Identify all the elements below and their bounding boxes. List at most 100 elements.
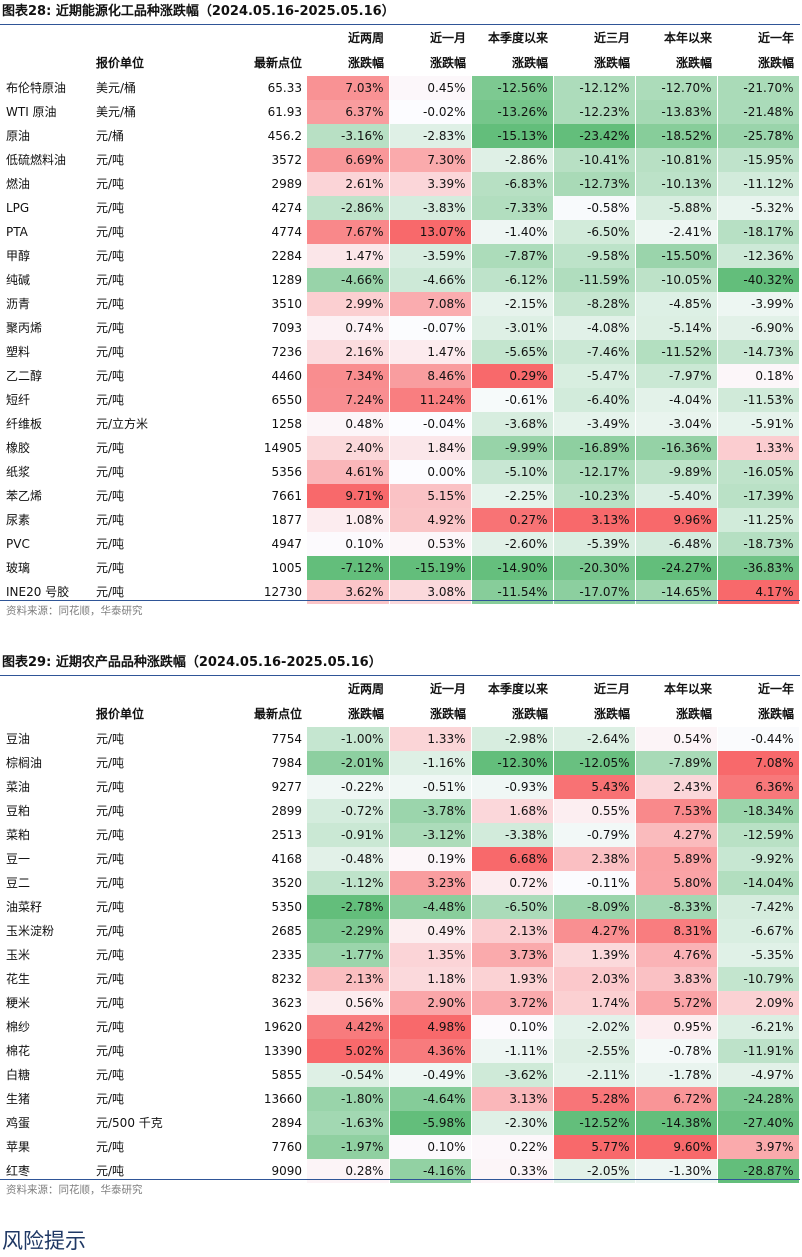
change-cell: 13.07% [389,220,472,244]
change-cell: 6.69% [307,148,390,172]
quote-unit: 元/吨 [96,465,125,479]
quote-unit: 元/吨 [96,732,125,746]
latest-price: 4168 [271,852,302,866]
quote-unit: 元/吨 [96,1164,125,1178]
table2-bottom-rule [0,1179,800,1180]
table-row: 聚丙烯 元/吨 7093 0.74% -0.07% -3.01% -4.08% -5.14% -… [0,316,800,340]
change-cell: 8.46% [389,364,472,388]
table-row: 鸡蛋 元/500 千克 2894 -1.63% -5.98% -2.30% -12.52% -… [0,1111,800,1135]
column-header: 涨跌幅 [429,56,466,70]
change-cell: 4.36% [389,1039,472,1063]
latest-price: 1877 [271,513,302,527]
change-cell: -5.39% [553,532,636,556]
quote-unit: 元/吨 [96,996,125,1010]
change-cell: -3.59% [389,244,472,268]
change-cell: -6.40% [553,388,636,412]
change-cell: -10.05% [635,268,718,292]
latest-price: 65.33 [267,81,302,95]
table-row: 菜粕 元/吨 2513 -0.91% -3.12% -3.38% -0.79% 4.27% -1… [0,823,800,847]
change-cell: -14.04% [717,871,800,895]
change-cell: -3.38% [471,823,554,847]
latest-price: 14905 [263,441,302,455]
header-bottom-row: 报价单位 最新点位 涨跌幅 涨跌幅 涨跌幅 涨跌幅 涨跌幅 涨跌幅 [0,50,799,76]
change-cell: 4.76% [635,943,718,967]
change-cell: 3.23% [389,871,472,895]
commodity-name: 豆二 [6,876,31,890]
change-cell: -23.42% [553,124,636,148]
commodity-name: 花生 [6,972,31,986]
change-cell: -8.33% [635,895,718,919]
change-cell: -3.99% [717,292,800,316]
table-row: WTI 原油 美元/桶 61.93 6.37% -0.02% -13.26% -12.23%… [0,100,800,124]
latest-price: 2899 [271,804,302,818]
table-row: 菜油 元/吨 9277 -0.22% -0.51% -0.93% 5.43% 2.43% 6.3… [0,775,800,799]
change-cell: -4.48% [389,895,472,919]
change-cell: -21.48% [717,100,800,124]
change-cell: -3.12% [389,823,472,847]
commodity-name: 布伦特原油 [6,81,67,95]
change-cell: 0.72% [471,871,554,895]
commodity-name: 聚丙烯 [6,321,43,335]
table-row: 粳米 元/吨 3623 0.56% 2.90% 3.72% 1.74% 5.72% 2.09% [0,991,800,1015]
change-cell: -2.25% [471,484,554,508]
column-header: 涨跌幅 [757,56,794,70]
change-cell: -6.50% [471,895,554,919]
quote-unit: 元/吨 [96,225,125,239]
change-cell: 1.35% [389,943,472,967]
change-cell: 1.93% [471,967,554,991]
quote-unit: 元/立方米 [96,417,149,431]
table-row: 玉米 元/吨 2335 -1.77% 1.35% 3.73% 1.39% 4.76% -5.35… [0,943,800,967]
change-cell: 6.68% [471,847,554,871]
commodity-name: 棉花 [6,1044,31,1058]
change-cell: -1.12% [307,871,390,895]
change-cell: -9.99% [471,436,554,460]
commodity-name: PTA [6,225,28,239]
commodity-name: 橡胶 [6,441,31,455]
change-cell: -16.05% [717,460,800,484]
change-cell: -18.34% [717,799,800,823]
commodity-name: 菜油 [6,780,31,794]
change-cell: -0.22% [307,775,390,799]
change-cell: -12.52% [553,1111,636,1135]
change-cell: 1.84% [389,436,472,460]
column-header: 涨跌幅 [757,707,794,721]
change-cell: -12.59% [717,823,800,847]
change-cell: -11.12% [717,172,800,196]
change-cell: -2.64% [553,727,636,751]
quote-unit: 元/吨 [96,804,125,818]
change-cell: -0.78% [635,1039,718,1063]
change-cell: -0.49% [389,1063,472,1087]
table-row: 纸浆 元/吨 5356 4.61% 0.00% -5.10% -12.17% -9.89% -1… [0,460,800,484]
change-cell: -12.70% [635,76,718,100]
change-cell: -1.11% [471,1039,554,1063]
latest-price: 7661 [271,489,302,503]
table1-bottom-rule [0,600,800,601]
change-cell: 0.00% [389,460,472,484]
change-cell: -24.28% [717,1087,800,1111]
change-cell: 0.10% [471,1015,554,1039]
latest-price: 2685 [271,924,302,938]
change-cell: -2.55% [553,1039,636,1063]
table-row: 油菜籽 元/吨 5350 -2.78% -4.48% -6.50% -8.09% -8.33%… [0,895,800,919]
latest-price: 9277 [271,780,302,794]
table-row: PVC 元/吨 4947 0.10% 0.53% -2.60% -5.39% -6.48% -1… [0,532,800,556]
change-cell: -10.79% [717,967,800,991]
change-cell: -5.91% [717,412,800,436]
change-cell: -11.59% [553,268,636,292]
change-cell: -12.23% [553,100,636,124]
latest-price: 7760 [271,1140,302,1154]
change-cell: 4.61% [307,460,390,484]
table-row: 棉花 元/吨 13390 5.02% 4.36% -1.11% -2.55% -0.78% -1… [0,1039,800,1063]
commodity-name: 玉米 [6,948,31,962]
table-row: 棉纱 元/吨 19620 4.42% 4.98% 0.10% -2.02% 0.95% -6.2… [0,1015,800,1039]
latest-price: 1289 [271,273,302,287]
change-cell: -3.16% [307,124,390,148]
change-cell: 0.19% [389,847,472,871]
table1-top-rule [0,24,800,25]
table-row: 低硫燃料油 元/吨 3572 6.69% 7.30% -2.86% -10.41% -10.8… [0,148,800,172]
change-cell: 7.30% [389,148,472,172]
change-cell: -2.29% [307,919,390,943]
change-cell: -36.83% [717,556,800,580]
change-cell: -11.53% [717,388,800,412]
change-cell: 9.96% [635,508,718,532]
